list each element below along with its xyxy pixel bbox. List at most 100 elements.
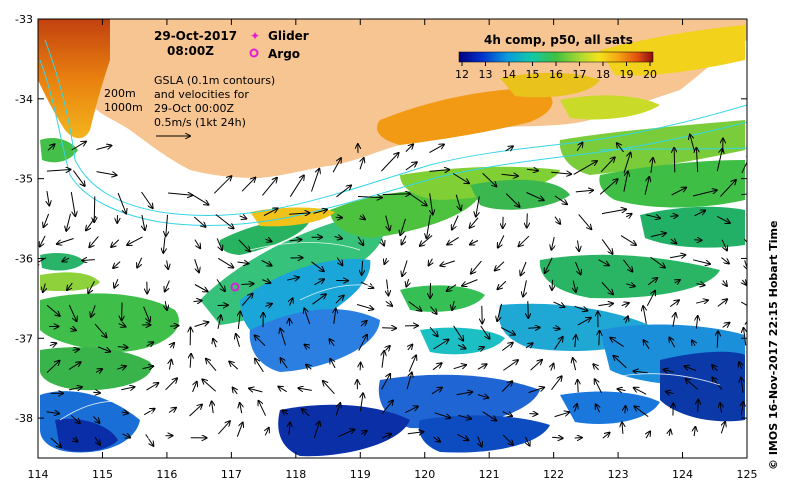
velocity-arrow <box>387 279 389 296</box>
velocity-arrow <box>314 279 324 286</box>
velocity-arrow <box>338 430 354 438</box>
scale-label: 0.5m/s (1kt 24h) <box>154 116 246 129</box>
velocity-arrow <box>70 192 75 216</box>
velocity-arrow <box>168 193 192 195</box>
velocity-arrow <box>552 328 560 329</box>
velocity-arrow <box>212 401 214 414</box>
velocity-arrow <box>93 392 100 393</box>
velocity-arrow <box>723 280 727 286</box>
velocity-arrow <box>385 215 390 231</box>
velocity-arrow <box>745 260 747 269</box>
velocity-arrow <box>117 192 126 213</box>
velocity-arrow <box>741 193 747 196</box>
velocity-arrow <box>67 282 73 290</box>
velocity-arrow <box>169 360 171 370</box>
plot-frame <box>37 18 748 459</box>
velocity-arrow <box>610 338 624 348</box>
velocity-arrow <box>97 346 110 352</box>
y-tick-label: -34 <box>15 93 33 106</box>
velocity-arrow <box>336 185 352 198</box>
velocity-arrow <box>554 412 570 418</box>
velocity-arrow <box>290 298 293 306</box>
velocity-arrow <box>746 433 747 435</box>
velocity-arrow <box>528 328 539 329</box>
velocity-arrow <box>137 257 143 268</box>
velocity-arrow <box>622 422 623 434</box>
x-axis: 114 115 116 117 118 119 120 121 122 123 124 125 <box>28 19 758 481</box>
y-tick-label: -37 <box>15 332 33 345</box>
velocity-arrow <box>305 345 310 349</box>
argo-symbol <box>249 48 259 58</box>
velocity-arrow <box>574 261 580 275</box>
velocity-arrow <box>720 180 736 197</box>
velocity-arrow <box>498 235 505 247</box>
velocity-arrow <box>462 279 478 286</box>
velocity-arrow <box>241 294 252 306</box>
date-label: 29-Oct-2017 <box>154 29 237 43</box>
velocity-arrow <box>66 213 71 231</box>
velocity-arrow <box>304 308 311 325</box>
velocity-arrow <box>121 387 134 390</box>
time-label: 08:00Z <box>167 44 214 58</box>
velocity-arrow <box>696 316 697 329</box>
glider-label: Glider <box>268 29 309 43</box>
velocity-arrow <box>666 392 674 394</box>
velocity-arrow <box>431 388 442 395</box>
velocity-arrow <box>429 144 444 154</box>
velocity-arrow <box>117 366 126 369</box>
velocity-arrow <box>165 301 167 310</box>
velocity-arrow <box>551 172 571 174</box>
velocity-arrow <box>692 190 717 197</box>
x-tick-label: 123 <box>608 468 629 481</box>
velocity-arrow <box>332 158 341 173</box>
velocity-arrow <box>625 316 628 324</box>
velocity-arrow <box>313 210 328 214</box>
velocity-arrow <box>213 176 231 194</box>
velocity-arrow <box>241 284 253 285</box>
velocity-arrow <box>696 300 708 303</box>
velocity-arrow <box>404 406 418 414</box>
velocity-arrow <box>625 406 626 414</box>
colorbar-tick-label: 19 <box>620 68 634 81</box>
velocity-arrow <box>193 301 202 302</box>
velocity-arrow <box>722 323 730 328</box>
velocity-arrow <box>551 364 554 371</box>
velocity-arrow <box>289 240 302 241</box>
velocity-arrow <box>381 153 398 172</box>
velocity-arrow <box>259 401 267 416</box>
velocity-arrow <box>71 142 86 151</box>
velocity-arrow <box>741 378 743 393</box>
velocity-arrow <box>122 302 123 321</box>
velocity-arrow <box>241 178 255 192</box>
velocity-arrow <box>194 322 209 327</box>
velocity-arrow <box>47 191 49 205</box>
velocity-arrow <box>407 432 424 434</box>
velocity-arrow <box>675 280 680 283</box>
velocity-arrow <box>46 412 60 414</box>
velocity-arrow <box>385 301 392 306</box>
velocity-arrow <box>194 258 199 272</box>
velocity-arrow <box>117 347 128 348</box>
velocity-arrow <box>408 345 412 350</box>
velocity-arrow <box>519 235 530 246</box>
velocity-arrow <box>440 260 455 266</box>
velocity-arrow <box>578 214 592 229</box>
velocity-arrow <box>96 146 112 150</box>
velocity-arrow <box>118 324 126 327</box>
velocity-arrow <box>265 428 269 436</box>
velocity-arrow <box>521 261 527 275</box>
velocity-arrow <box>163 236 165 253</box>
velocity-arrow <box>717 299 727 307</box>
x-tick-label: 124 <box>672 468 693 481</box>
velocity-arrow <box>166 214 168 236</box>
velocity-arrow <box>420 235 433 246</box>
velocity-arrow <box>72 349 79 350</box>
velocity-arrow <box>68 387 82 390</box>
x-tick-label: 122 <box>543 468 564 481</box>
velocity-arrow <box>741 154 747 174</box>
velocity-arrow <box>577 318 591 326</box>
velocity-arrow <box>618 389 626 391</box>
velocity-arrow <box>716 215 730 223</box>
velocity-arrow <box>193 216 205 227</box>
velocity-arrow <box>218 315 221 329</box>
